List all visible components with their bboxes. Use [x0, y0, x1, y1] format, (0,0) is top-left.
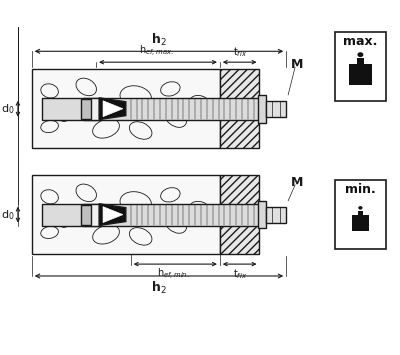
Polygon shape: [99, 98, 126, 120]
Bar: [266, 207, 286, 223]
Bar: [352, 215, 369, 231]
Text: max.: max.: [343, 35, 378, 48]
Polygon shape: [103, 101, 123, 117]
Bar: [42, 98, 260, 120]
Text: h$_2$: h$_2$: [151, 32, 167, 48]
Text: d$_0$: d$_0$: [2, 102, 15, 116]
Text: min.: min.: [345, 184, 376, 196]
Text: h$_2$: h$_2$: [151, 280, 167, 296]
Ellipse shape: [358, 206, 362, 210]
Ellipse shape: [114, 107, 118, 110]
Bar: [335, 180, 386, 249]
Polygon shape: [103, 207, 123, 223]
Bar: [357, 58, 364, 64]
Bar: [335, 32, 386, 101]
Bar: [258, 95, 266, 122]
Bar: [220, 69, 260, 148]
Bar: [83, 98, 101, 120]
Bar: [81, 99, 91, 119]
Bar: [266, 101, 286, 117]
Ellipse shape: [114, 213, 118, 216]
Bar: [83, 204, 101, 225]
Bar: [258, 201, 266, 229]
Text: t$_{fix}$: t$_{fix}$: [232, 45, 247, 59]
Text: h$_{ef, min.}$: h$_{ef, min.}$: [157, 267, 190, 282]
Bar: [32, 175, 220, 254]
Text: h$_{ef, max.}$: h$_{ef, max.}$: [139, 44, 173, 59]
Text: M: M: [291, 176, 304, 190]
Ellipse shape: [358, 52, 363, 57]
Text: t$_{fix}$: t$_{fix}$: [232, 267, 247, 281]
Bar: [348, 64, 372, 85]
Polygon shape: [99, 204, 126, 225]
Bar: [220, 175, 260, 254]
Bar: [32, 69, 220, 148]
Bar: [81, 205, 91, 224]
Text: M: M: [291, 58, 304, 71]
Bar: [42, 204, 260, 225]
Text: d$_0$: d$_0$: [2, 208, 15, 222]
Bar: [358, 211, 363, 215]
